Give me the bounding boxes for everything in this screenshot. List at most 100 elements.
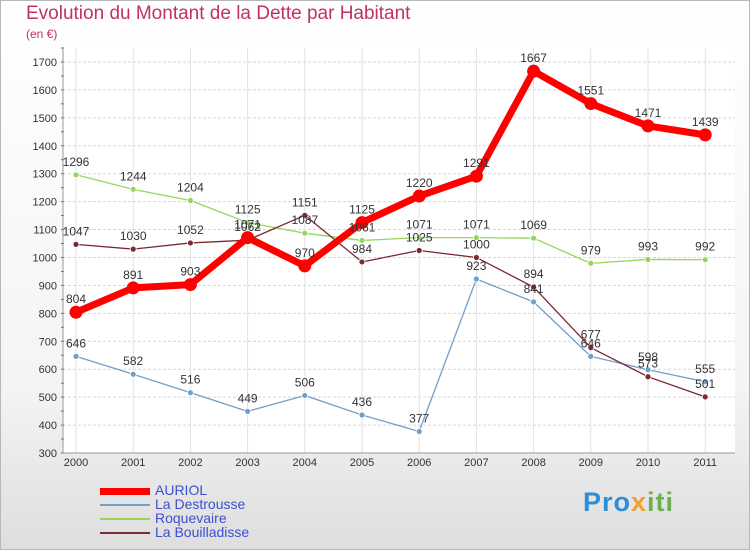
data-point-la-destrousse (72, 352, 80, 360)
x-tick-label: 2001 (121, 457, 145, 469)
data-label-la-bouilladisse: 1030 (120, 229, 147, 243)
y-tick-label: 1300 (33, 169, 57, 181)
data-point-auriol (298, 259, 312, 273)
data-label-la-destrousse: 377 (409, 411, 429, 425)
data-label-la-destrousse: 582 (123, 354, 143, 368)
data-label-roquevaire: 1071 (406, 218, 433, 232)
data-point-la-bouilladisse (415, 247, 423, 254)
y-tick-label: 1500 (33, 113, 57, 125)
data-label-auriol: 1471 (635, 106, 662, 120)
data-label-roquevaire: 979 (581, 243, 601, 257)
data-point-la-bouilladisse (644, 373, 652, 381)
data-point-la-destrousse (244, 407, 252, 415)
legend-swatch (100, 518, 150, 520)
data-label-auriol: 1291 (463, 156, 490, 170)
logo-part-2: x (631, 487, 648, 517)
y-tick-label: 500 (39, 392, 57, 404)
data-point-la-destrousse (530, 298, 537, 306)
data-point-auriol (469, 169, 483, 183)
y-tick-label: 1000 (33, 252, 57, 264)
legend-item-la-bouilladisse: La Bouilladisse (100, 524, 300, 540)
data-point-roquevaire (701, 256, 709, 264)
series-line-auriol (72, 67, 709, 316)
x-tick-label: 2007 (464, 457, 488, 469)
x-tick-label: 2010 (636, 457, 660, 469)
data-point-la-destrousse (129, 370, 137, 378)
data-label-auriol: 1667 (520, 51, 547, 65)
data-point-la-bouilladisse (530, 283, 537, 291)
data-label-roquevaire: 1125 (235, 203, 261, 217)
data-point-roquevaire (530, 234, 537, 242)
data-label-la-bouilladisse: 501 (695, 377, 715, 391)
data-label-auriol: 891 (123, 268, 143, 282)
data-point-la-destrousse (186, 389, 194, 397)
y-tick-label: 300 (39, 448, 57, 460)
x-tick-label: 2009 (579, 457, 603, 469)
data-label-roquevaire: 1087 (291, 213, 318, 227)
x-tick-label: 2004 (293, 457, 317, 469)
x-tick-label: 2005 (350, 457, 374, 469)
logo-part-3: iti (647, 487, 675, 517)
x-tick-label: 2000 (64, 457, 88, 469)
data-label-la-destrousse: 841 (524, 282, 544, 296)
x-tick-label: 2011 (693, 457, 717, 469)
data-label-la-destrousse: 436 (352, 395, 372, 409)
data-point-la-destrousse (587, 352, 595, 360)
data-point-la-destrousse (644, 366, 652, 374)
chart-title: Evolution du Montant de la Dette par Hab… (26, 3, 411, 24)
data-label-la-destrousse: 646 (66, 336, 86, 350)
data-point-roquevaire (301, 229, 309, 237)
data-label-auriol: 1439 (692, 115, 719, 129)
data-point-la-destrousse (358, 411, 366, 419)
data-point-auriol (527, 64, 541, 78)
data-label-la-bouilladisse: 1052 (177, 223, 204, 237)
data-point-auriol (126, 281, 140, 295)
data-point-auriol (183, 278, 197, 292)
legend-swatch (100, 532, 150, 534)
data-label-roquevaire: 1204 (177, 181, 204, 195)
data-label-la-bouilladisse: 984 (352, 242, 372, 256)
data-label-la-destrousse: 516 (180, 373, 200, 387)
data-label-auriol: 1220 (406, 176, 433, 190)
data-label-auriol: 1125 (349, 203, 375, 217)
data-point-auriol (641, 119, 655, 133)
legend-label: Roquevaire (155, 510, 227, 526)
data-label-la-bouilladisse: 1062 (234, 220, 261, 234)
x-tick-label: 2002 (178, 457, 202, 469)
series-line-la-destrousse (75, 278, 706, 433)
data-point-roquevaire (587, 259, 595, 267)
data-point-roquevaire (244, 219, 252, 226)
data-label-la-bouilladisse: 677 (581, 328, 601, 342)
series-line-roquevaire (75, 174, 706, 264)
data-label-la-destrousse: 506 (295, 375, 315, 389)
data-point-roquevaire (129, 185, 137, 193)
legend-label: La Bouilladisse (155, 524, 250, 540)
data-label-auriol: 970 (295, 246, 315, 260)
data-point-roquevaire (415, 234, 423, 242)
legend-item-la-destrousse: La Destrousse (100, 496, 300, 512)
data-point-auriol (698, 128, 712, 142)
legend-label: AURIOL (155, 482, 208, 498)
data-label-roquevaire: 1069 (520, 218, 547, 232)
data-point-la-bouilladisse (358, 258, 366, 266)
proxiti-logo: Proxiti (583, 487, 674, 518)
chart-subtitle: (en €) (26, 27, 58, 41)
data-point-roquevaire (644, 256, 652, 263)
data-label-roquevaire: 1061 (349, 220, 376, 234)
data-label-la-destrousse: 598 (638, 350, 658, 364)
data-label-roquevaire: 992 (695, 240, 715, 254)
x-tick-label: 2006 (407, 457, 431, 469)
data-point-auriol (69, 305, 83, 319)
data-label-la-bouilladisse: 1000 (463, 237, 490, 251)
data-label-la-bouilladisse: 1025 (406, 231, 433, 245)
legend-swatch (100, 488, 150, 495)
data-point-la-destrousse (301, 392, 309, 399)
data-label-la-destrousse: 646 (581, 336, 601, 350)
data-label-la-bouilladisse: 1151 (292, 195, 318, 209)
data-label-la-bouilladisse: 1047 (63, 224, 90, 238)
legend-swatch (100, 504, 150, 506)
y-tick-label: 1200 (33, 197, 57, 209)
data-label-la-destrousse: 555 (695, 362, 715, 376)
y-tick-label: 1700 (33, 57, 57, 69)
